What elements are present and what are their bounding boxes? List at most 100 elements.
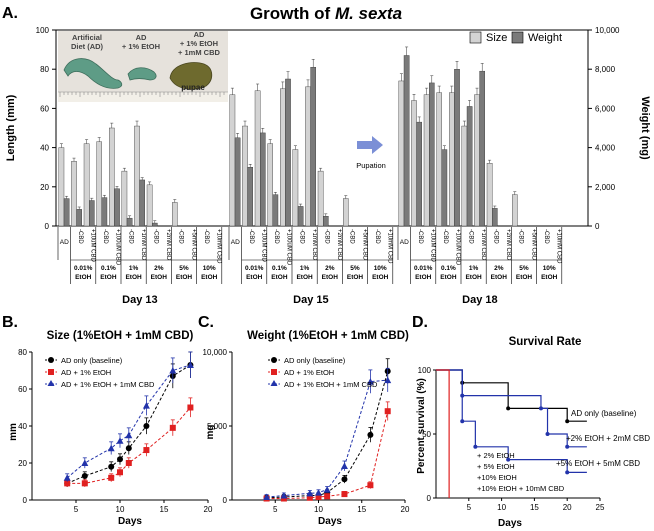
category-label: +5mM CBD — [190, 229, 196, 261]
survival-curve — [436, 369, 450, 498]
size-bar — [449, 92, 455, 227]
category-label: +1mM CBD — [480, 229, 486, 261]
etoh-group-label: 10% — [543, 265, 556, 272]
panel-b: B. Size (1%EtOH + 1mM CBD) mm Days 5 10 15… — [2, 314, 213, 527]
size-bar — [96, 141, 102, 227]
y-tick-label: 20 — [40, 183, 49, 192]
pupation-arrow — [357, 136, 383, 154]
y-tick-label: 60 — [18, 385, 27, 394]
etoh-group-label: EtOH — [296, 274, 313, 281]
size-bar — [254, 90, 261, 227]
weight-bar — [429, 82, 435, 227]
data-point — [143, 423, 150, 429]
category-label: AD — [231, 239, 240, 246]
etoh-group-label: EtOH — [176, 274, 193, 281]
pupation-label: Pupation — [356, 161, 386, 170]
x-tick-label: 15 — [357, 505, 366, 514]
x-tick-label: 10 — [314, 505, 323, 514]
data-point — [169, 367, 177, 374]
category-label: -CBD — [417, 229, 423, 244]
survival-marker — [565, 444, 570, 449]
data-point — [324, 493, 331, 500]
weight-bar — [63, 198, 70, 227]
category-label: +5mM CBD — [361, 229, 367, 261]
y-tick-label: 100 — [36, 26, 50, 35]
panel-c-label: C. — [198, 314, 214, 331]
size-bar — [121, 170, 128, 227]
panel-b-y-label: mm — [8, 423, 19, 441]
size-bar — [398, 80, 405, 227]
y2-tick-label: 6,000 — [595, 104, 616, 113]
legend-c-baseline: AD only (baseline) — [284, 356, 346, 365]
panel-b-label: B. — [2, 314, 18, 331]
panel-a-y-label: Length (mm) — [5, 94, 17, 161]
larva-ad — [63, 58, 123, 89]
etoh-group-label: EtOH — [201, 274, 218, 281]
category-label: -CBD — [203, 229, 209, 244]
category-label: +5mM CBD — [530, 229, 536, 261]
category-label: -CBD — [324, 229, 330, 244]
size-bar — [512, 194, 518, 227]
data-point — [117, 469, 123, 476]
weight-bar — [272, 194, 279, 227]
weight-bar — [297, 206, 304, 227]
size-bar — [292, 149, 299, 227]
data-point — [384, 408, 391, 415]
data-point — [263, 493, 271, 501]
etoh-group-label: 10% — [374, 265, 387, 272]
data-point — [315, 494, 322, 501]
y-tick-label: 40 — [40, 144, 49, 153]
category-label: +10mM CBD — [216, 229, 222, 264]
weight-bar — [101, 197, 108, 227]
legend-c-etoh: AD + 1% EtOH — [284, 368, 334, 377]
etoh-group-label: 0.01% — [414, 265, 433, 272]
size-bar — [317, 170, 324, 227]
etoh-group-label: 2% — [154, 265, 164, 272]
panel-a-bars — [58, 46, 518, 227]
x-tick-label: 5 — [74, 505, 79, 514]
etoh-group-label: EtOH — [271, 274, 288, 281]
etoh-group-label: 0.1% — [441, 265, 456, 272]
x-tick-label: 20 — [204, 505, 213, 514]
category-label: +10uM CBD — [90, 229, 96, 263]
ruler-ticks — [59, 92, 225, 97]
legend-b-etoh: AD + 1% EtOH — [61, 368, 111, 377]
survival-marker — [460, 419, 465, 424]
panel-c-x-label: Days — [318, 516, 342, 527]
legend-size-swatch — [469, 31, 482, 44]
etoh-group-label: EtOH — [465, 274, 482, 281]
larva-etoh — [127, 67, 157, 81]
x-tick-label: 5 — [273, 505, 278, 514]
panel-c-plot: 5 10 15 20 0 5,000 10,000 — [203, 348, 410, 514]
data-point — [367, 431, 374, 438]
category-label: -CBD — [298, 229, 304, 244]
y-tick-label: 100 — [418, 366, 432, 375]
photo-label-ad-line1: Artificial — [72, 33, 102, 42]
etoh-group-label: EtOH — [440, 274, 457, 281]
larvae-photo: Artificial Diet (AD) AD + 1% EtOH AD + 1… — [58, 30, 228, 102]
y-tick-label: 0 — [23, 496, 28, 505]
x-tick-label: 20 — [563, 503, 572, 512]
category-label: -CBD — [374, 229, 380, 244]
etoh-group-label: EtOH — [151, 274, 168, 281]
category-label: +100uM CBD — [286, 229, 292, 266]
etoh-group-label: 10% — [203, 265, 216, 272]
weight-bar — [260, 132, 266, 227]
category-label: -CBD — [102, 229, 108, 244]
weight-bar — [454, 68, 460, 227]
data-point — [81, 480, 88, 487]
etoh-group-label: EtOH — [347, 274, 364, 281]
y-tick-label: 40 — [18, 422, 27, 431]
data-point — [108, 474, 115, 481]
pupation-annotation: Pupation — [356, 136, 386, 170]
etoh-group-label: EtOH — [246, 274, 263, 281]
y-tick-label: 50 — [422, 430, 431, 439]
x-tick-label: 15 — [160, 505, 169, 514]
data-point — [186, 361, 194, 368]
data-point — [341, 476, 348, 483]
photo-label-etoh-line1: AD — [136, 33, 147, 42]
etoh-group-label: EtOH — [372, 274, 389, 281]
etoh-group-label: 0.01% — [245, 265, 264, 272]
survival-curve — [436, 369, 587, 473]
category-label: +10mM CBD — [556, 229, 562, 264]
